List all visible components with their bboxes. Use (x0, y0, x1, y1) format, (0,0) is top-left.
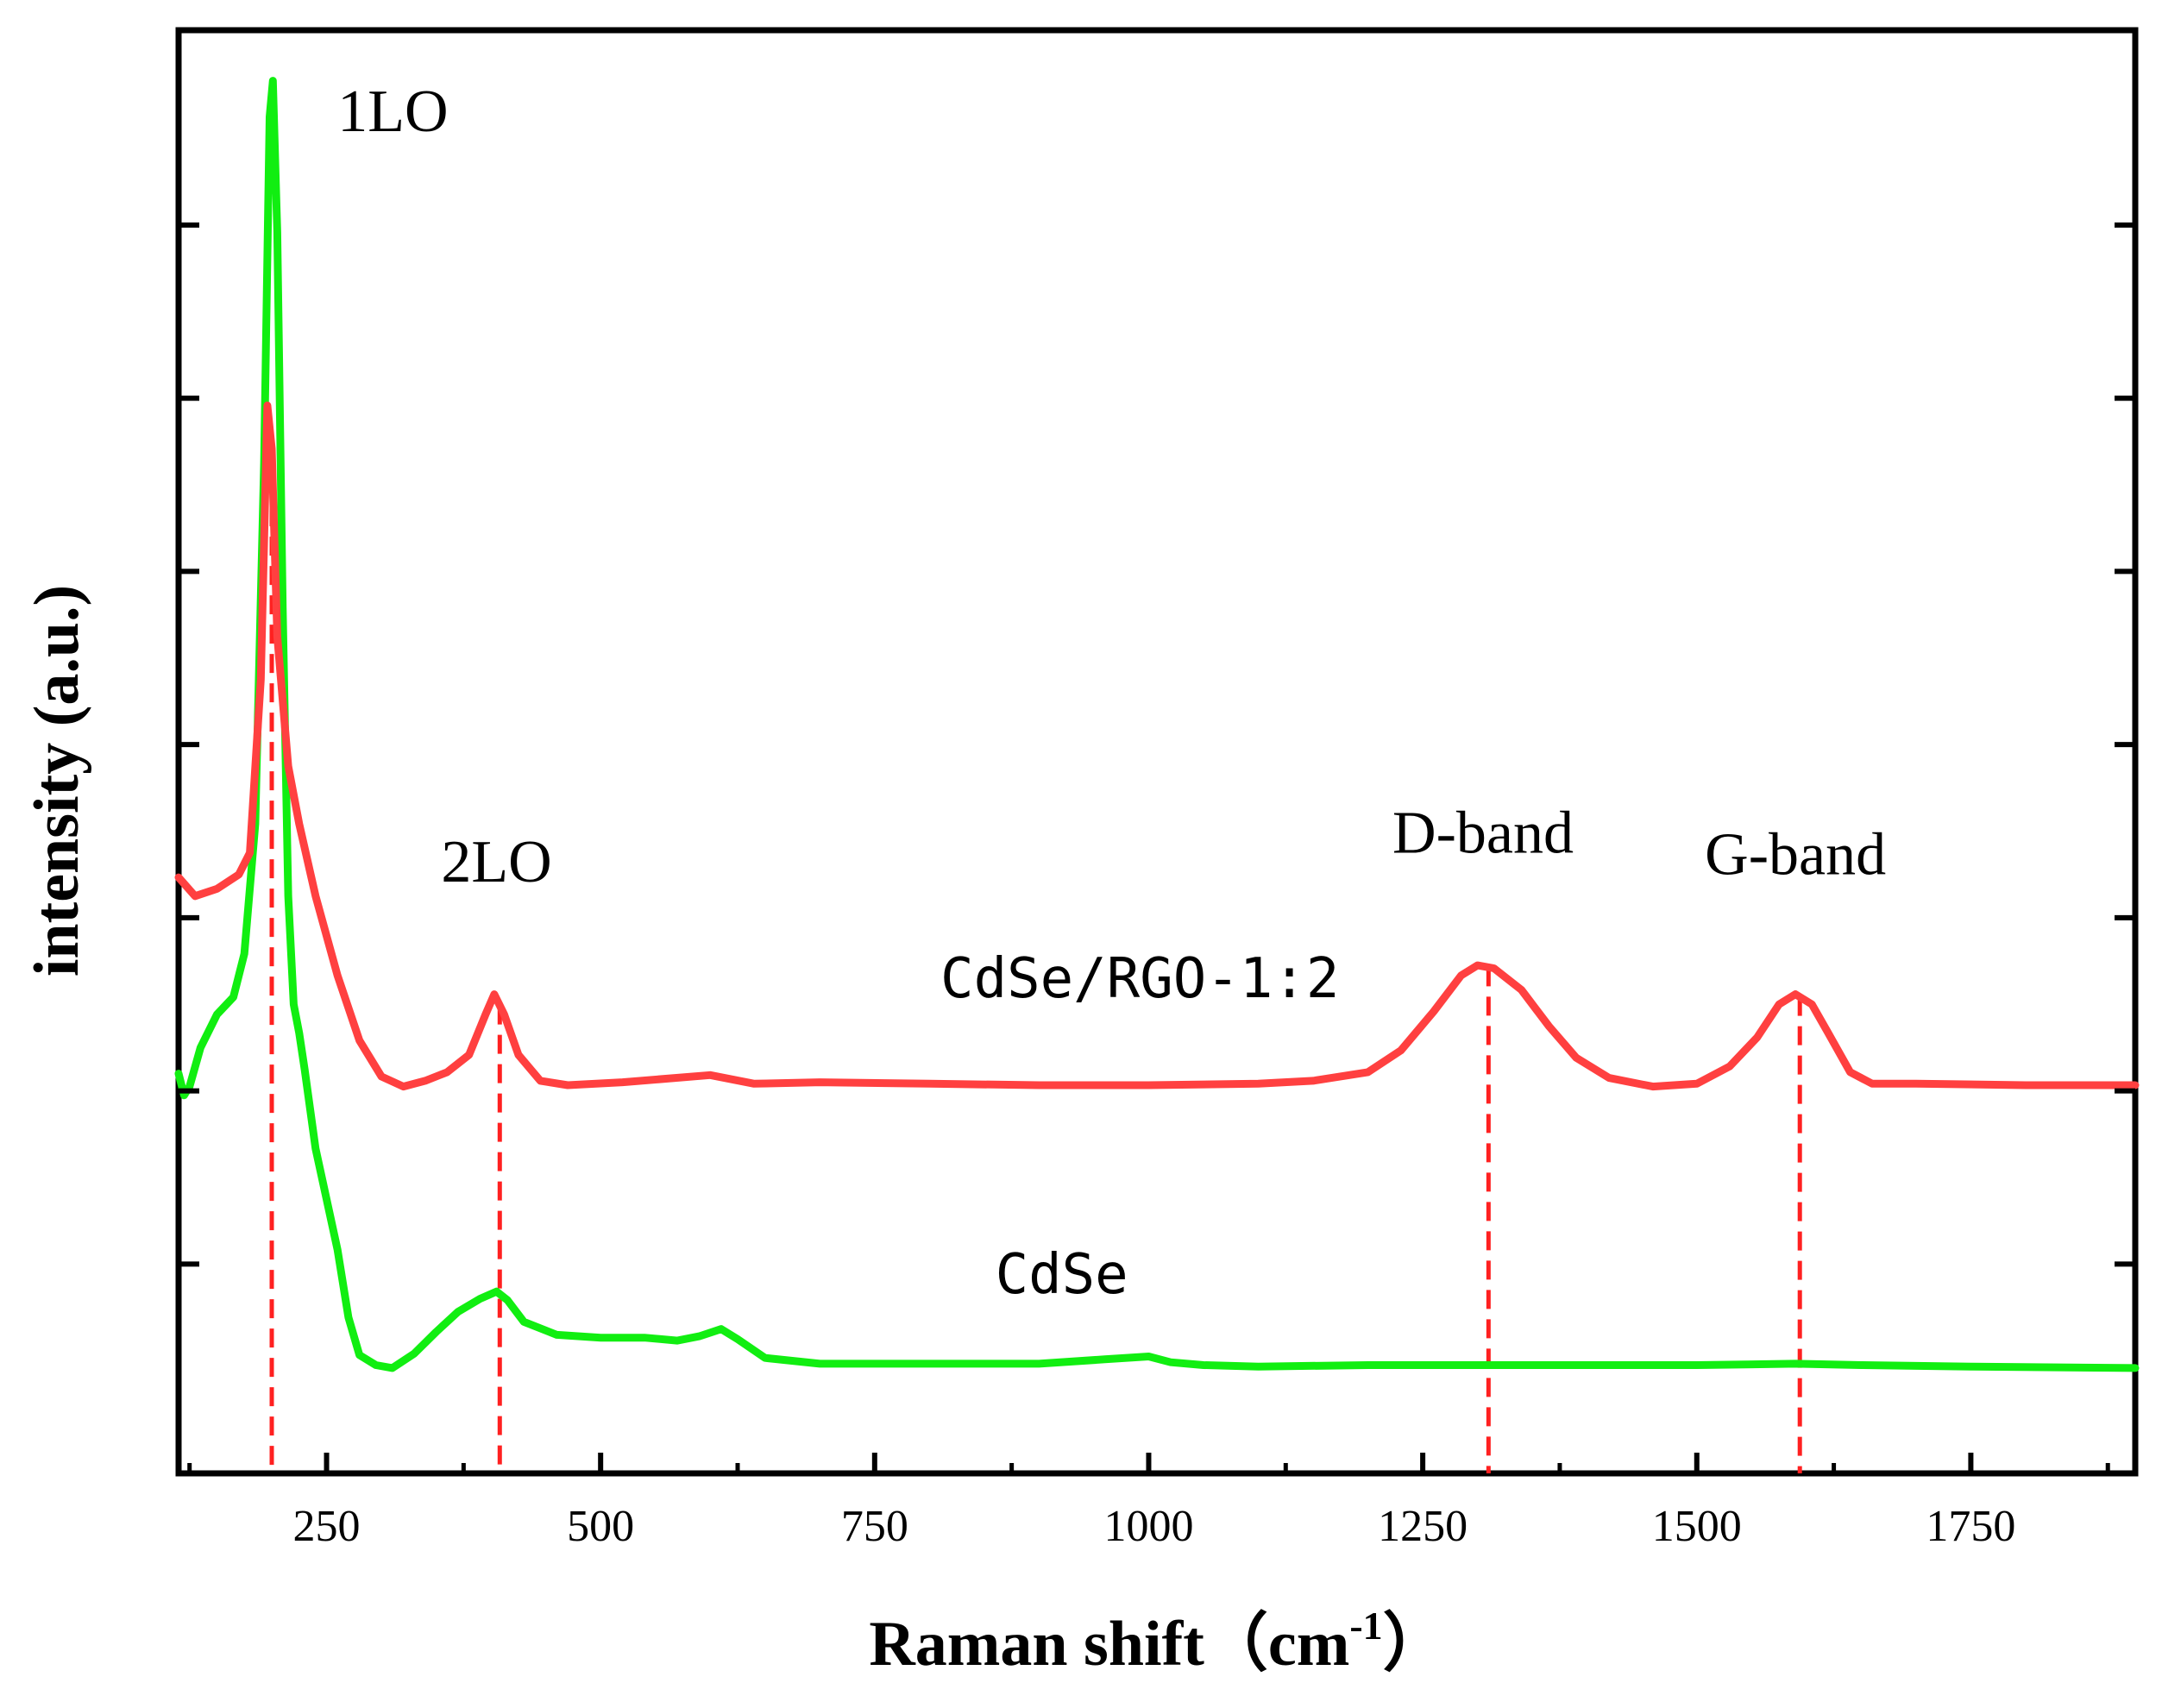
series-label-cdse: CdSe (996, 1243, 1128, 1307)
series-layer (174, 77, 2140, 1372)
x-tick-label: 1750 (1926, 1502, 2015, 1551)
x-tick-label: 1000 (1103, 1502, 1193, 1551)
plot-frame (175, 27, 2139, 1477)
x-tick-label: 1500 (1652, 1502, 1742, 1551)
peak-label-2lo: 2LO (441, 829, 551, 895)
y-axis-title: intensity (a.u.) (22, 585, 92, 976)
reference-lines (269, 449, 1802, 1473)
series-line-cdse-rgo-1-2 (174, 401, 2140, 1091)
x-axis-title-close: ） (1383, 1609, 1447, 1680)
peak-label-1lo: 1LO (337, 78, 448, 145)
peak-label-d-band: D-band (1392, 801, 1574, 867)
axis-ticks: 250 500 750 1000 1250 1500 1750 (179, 222, 2135, 1551)
series-labels: CdSe/RGO-1:2 CdSe (940, 947, 1339, 1307)
series-line-cdse (174, 77, 2140, 1372)
x-tick-label: 250 (293, 1502, 361, 1551)
x-axis-title: Raman shift（cm-1） (869, 1604, 1446, 1680)
x-tick-label: 750 (841, 1502, 908, 1551)
x-tick-label: 500 (567, 1502, 634, 1551)
x-tick-label: 1250 (1378, 1502, 1468, 1551)
peak-label-g-band: G-band (1705, 822, 1886, 889)
x-axis-title-superscript: -1 (1349, 1604, 1382, 1648)
series-label-cdse-rgo-1-2: CdSe/RGO-1:2 (940, 947, 1339, 1011)
peak-annotations: 1LO 2LO D-band G-band (337, 78, 1886, 895)
x-axis-title-main: Raman shift（cm (869, 1609, 1349, 1680)
